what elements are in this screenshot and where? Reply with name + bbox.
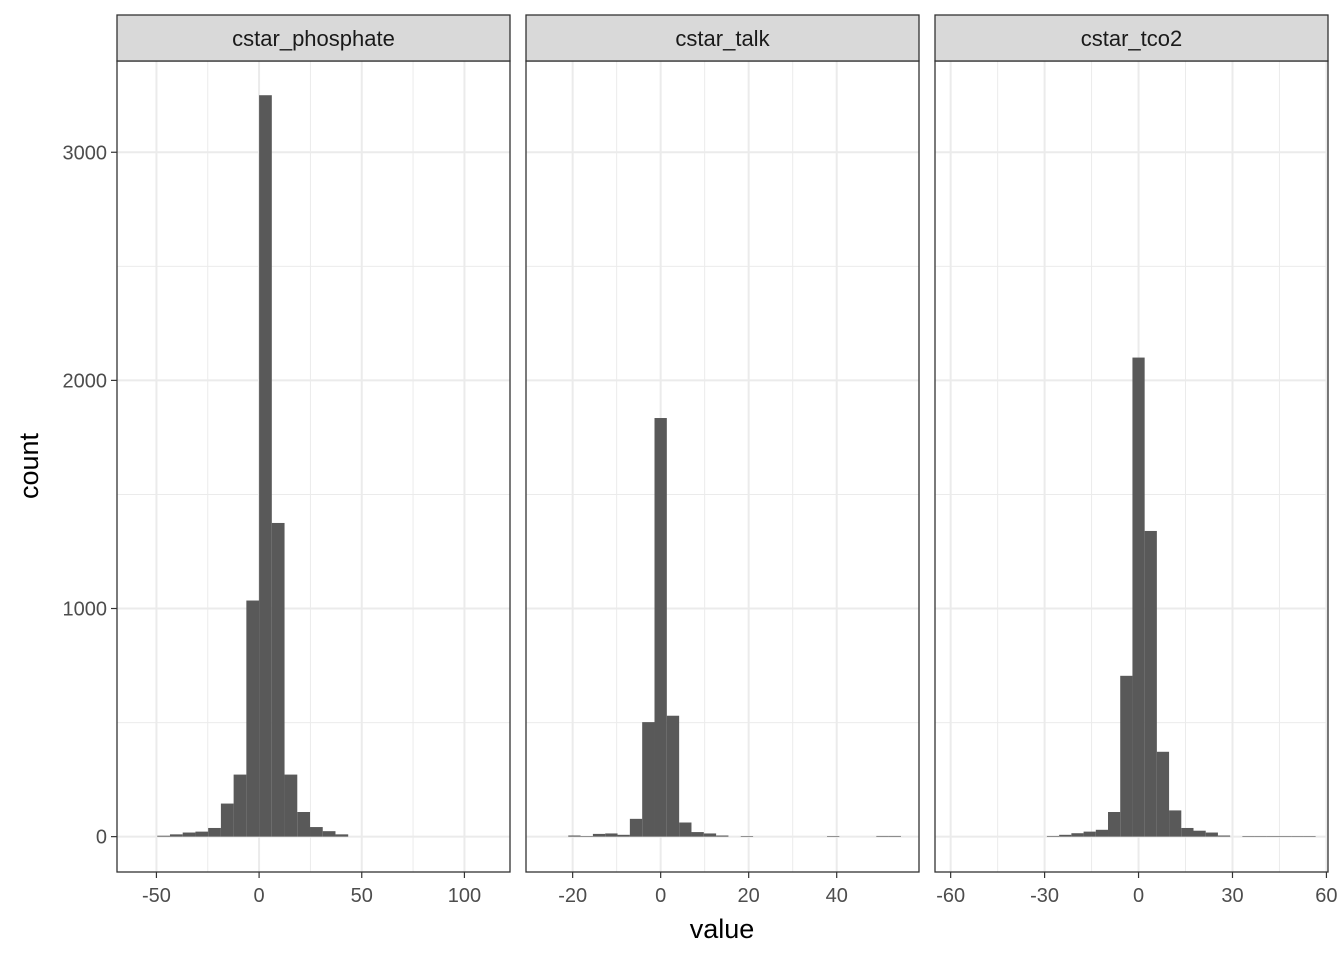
x-tick-label: -30: [1030, 885, 1059, 907]
facet-panel-cstar_talk: cstar_talk -20 0 20 40: [525, 14, 920, 907]
histogram-bar: [1059, 834, 1072, 837]
histogram-bar: [1132, 357, 1145, 837]
histogram-bar: [1156, 751, 1170, 837]
facet-panel-cstar_phosphate: cstar_phosphate -50 0 50 100: [116, 14, 511, 907]
histogram-bar: [322, 831, 336, 837]
histogram-bar: [1120, 675, 1133, 837]
x-tick-label: 40: [826, 885, 848, 907]
histogram-bar: [220, 803, 234, 837]
y-tick-label: 3000: [63, 142, 108, 164]
histogram-bar: [691, 832, 704, 837]
histogram-bar: [827, 836, 840, 837]
facet-strip-label: cstar_tco2: [1081, 26, 1183, 51]
histogram-bar: [888, 835, 901, 837]
histogram-bar: [271, 522, 285, 837]
histogram-bar: [716, 835, 729, 837]
x-tick-label: 60: [1315, 885, 1337, 907]
x-tick-label: -20: [558, 885, 587, 907]
histogram-bar: [1205, 832, 1218, 837]
histogram-bar: [1291, 836, 1304, 837]
x-tick-label: -60: [936, 885, 965, 907]
x-tick-label: 100: [448, 885, 481, 907]
y-axis-title: count: [14, 432, 44, 499]
panel-background: [117, 61, 510, 872]
histogram-bar: [876, 835, 889, 837]
facets-group: cstar_phosphate -50 0 50 100 cstar_talk -20 0 20…: [116, 14, 1338, 907]
histogram-bar: [195, 831, 209, 837]
histogram-bar: [605, 833, 618, 837]
histogram-bar: [284, 774, 298, 837]
facet-strip: [116, 14, 511, 62]
histogram-bar: [1278, 836, 1292, 837]
histogram-bar: [740, 836, 754, 837]
histogram-bar: [1144, 530, 1157, 837]
histogram-bar: [259, 95, 272, 837]
histogram-bar: [1046, 835, 1060, 837]
histogram-bar: [246, 600, 260, 837]
histogram-bar: [580, 836, 593, 837]
histogram-bar: [182, 832, 196, 837]
histogram-bar: [703, 833, 717, 837]
x-tick-label: 30: [1221, 885, 1243, 907]
histogram-bar: [1254, 836, 1267, 837]
histogram-bar: [592, 833, 606, 837]
panel-background: [526, 61, 919, 872]
histogram-bar: [654, 418, 667, 837]
x-tick-label: 0: [655, 885, 666, 907]
histogram-bar: [629, 818, 643, 837]
facet-strip: [525, 14, 920, 62]
histogram-bar: [169, 834, 183, 837]
facet-strip: [934, 14, 1329, 62]
histogram-bar: [1169, 810, 1182, 837]
histogram-bar: [1217, 835, 1231, 837]
histogram-bar: [1303, 836, 1316, 837]
histogram-bar: [233, 774, 247, 837]
histogram-bar: [679, 822, 692, 837]
x-tick-label: -50: [142, 885, 171, 907]
histogram-bar: [568, 835, 581, 837]
y-axis: 0 1000 2000 3000: [63, 142, 117, 849]
histogram-bar: [1181, 827, 1194, 837]
histogram-bar: [1266, 836, 1279, 837]
facet-strip-label: cstar_phosphate: [232, 26, 395, 51]
histogram-bar: [666, 715, 680, 837]
y-tick-label: 0: [96, 827, 107, 849]
histogram-bar: [1071, 833, 1084, 837]
x-tick-label: 0: [254, 885, 265, 907]
histogram-bar: [1108, 812, 1121, 837]
histogram-bar: [642, 722, 655, 837]
histogram-bar: [297, 812, 311, 837]
histogram-bar: [1083, 831, 1096, 837]
y-tick-label: 2000: [63, 370, 108, 392]
x-axis-title: value: [690, 914, 755, 944]
histogram-bar: [1193, 830, 1206, 837]
histogram-bar: [208, 827, 221, 837]
facet-panel-cstar_tco2: cstar_tco2 -60 -30 0 30 60: [934, 14, 1338, 907]
histogram-bar: [335, 834, 349, 837]
histogram-bar: [310, 827, 323, 837]
histogram-bar: [617, 834, 630, 837]
histogram-bar: [157, 835, 170, 837]
histogram-bar: [1242, 836, 1255, 837]
y-tick-label: 1000: [63, 599, 108, 621]
histogram-bar: [1095, 829, 1109, 837]
facet-strip-label: cstar_talk: [675, 26, 770, 51]
x-tick-label: 20: [738, 885, 760, 907]
x-tick-label: 50: [351, 885, 373, 907]
x-tick-label: 0: [1133, 885, 1144, 907]
